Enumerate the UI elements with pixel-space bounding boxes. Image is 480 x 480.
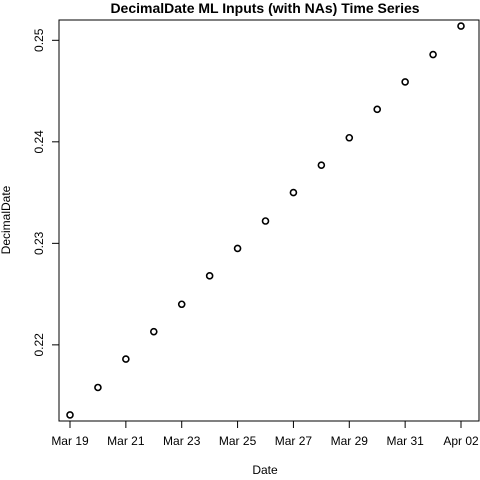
data-point-9 xyxy=(290,190,296,196)
data-point-4 xyxy=(151,329,157,335)
x-tick-label-8: Apr 02 xyxy=(443,434,479,448)
data-point-6 xyxy=(207,273,213,279)
chart-title: DecimalDate ML Inputs (with NAs) Time Se… xyxy=(110,0,419,16)
x-tick-label-3: Mar 23 xyxy=(163,434,201,448)
x-axis-label: Date xyxy=(252,463,278,477)
x-tick-label-1: Mar 19 xyxy=(51,434,89,448)
data-point-11 xyxy=(346,135,352,141)
y-tick-label-4: 0.25 xyxy=(32,28,46,52)
x-tick-label-4: Mar 25 xyxy=(219,434,257,448)
data-point-12 xyxy=(374,106,380,112)
data-point-3 xyxy=(123,356,129,362)
data-point-1 xyxy=(67,412,73,418)
data-point-15 xyxy=(458,23,464,29)
y-tick-label-2: 0.23 xyxy=(32,231,46,255)
data-point-5 xyxy=(179,301,185,307)
x-tick-label-2: Mar 21 xyxy=(107,434,145,448)
data-point-2 xyxy=(95,384,101,390)
data-point-7 xyxy=(235,245,241,251)
y-axis-label: DecimalDate xyxy=(0,185,13,254)
y-tick-label-1: 0.22 xyxy=(32,333,46,357)
data-point-13 xyxy=(402,79,408,85)
y-axis: 0.22 0.23 0.24 0.25 xyxy=(32,28,59,356)
x-tick-label-6: Mar 29 xyxy=(331,434,369,448)
x-axis: Mar 19 Mar 21 Mar 23 Mar 25 Mar 27 Mar 29 Mar … xyxy=(51,421,479,448)
x-tick-label-7: Mar 31 xyxy=(386,434,424,448)
data-point-8 xyxy=(263,218,269,224)
data-point-14 xyxy=(430,52,436,58)
data-points xyxy=(67,23,464,418)
data-point-10 xyxy=(318,162,324,168)
x-tick-label-5: Mar 27 xyxy=(275,434,313,448)
y-tick-label-3: 0.24 xyxy=(32,130,46,154)
